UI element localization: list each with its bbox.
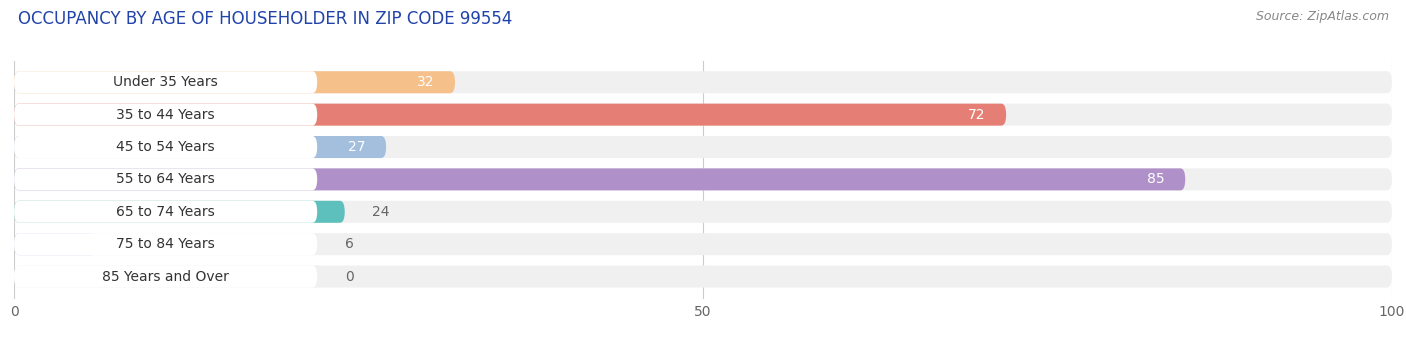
Text: 75 to 84 Years: 75 to 84 Years (117, 237, 215, 251)
Text: 35 to 44 Years: 35 to 44 Years (117, 108, 215, 122)
Text: 72: 72 (967, 108, 986, 122)
Text: 45 to 54 Years: 45 to 54 Years (117, 140, 215, 154)
FancyBboxPatch shape (14, 233, 97, 255)
FancyBboxPatch shape (14, 201, 344, 223)
FancyBboxPatch shape (14, 168, 1185, 190)
Text: 85: 85 (1147, 172, 1164, 186)
FancyBboxPatch shape (14, 201, 1392, 223)
FancyBboxPatch shape (14, 104, 1007, 126)
Text: 27: 27 (347, 140, 366, 154)
FancyBboxPatch shape (14, 168, 1392, 190)
FancyBboxPatch shape (14, 104, 318, 126)
Text: 32: 32 (416, 75, 434, 89)
FancyBboxPatch shape (14, 71, 456, 93)
FancyBboxPatch shape (14, 266, 1392, 288)
FancyBboxPatch shape (14, 136, 318, 158)
FancyBboxPatch shape (14, 168, 318, 190)
FancyBboxPatch shape (14, 104, 1392, 126)
FancyBboxPatch shape (14, 136, 1392, 158)
Text: Under 35 Years: Under 35 Years (114, 75, 218, 89)
FancyBboxPatch shape (14, 201, 318, 223)
FancyBboxPatch shape (14, 71, 318, 93)
FancyBboxPatch shape (14, 266, 318, 288)
FancyBboxPatch shape (14, 136, 387, 158)
Text: 85 Years and Over: 85 Years and Over (103, 270, 229, 284)
Text: Source: ZipAtlas.com: Source: ZipAtlas.com (1256, 10, 1389, 23)
Text: 24: 24 (373, 205, 389, 219)
FancyBboxPatch shape (14, 71, 1392, 93)
FancyBboxPatch shape (14, 233, 1392, 255)
Text: 55 to 64 Years: 55 to 64 Years (117, 172, 215, 186)
Text: 65 to 74 Years: 65 to 74 Years (117, 205, 215, 219)
Text: 0: 0 (344, 270, 353, 284)
Text: 6: 6 (344, 237, 354, 251)
FancyBboxPatch shape (14, 233, 318, 255)
Text: OCCUPANCY BY AGE OF HOUSEHOLDER IN ZIP CODE 99554: OCCUPANCY BY AGE OF HOUSEHOLDER IN ZIP C… (18, 10, 513, 28)
